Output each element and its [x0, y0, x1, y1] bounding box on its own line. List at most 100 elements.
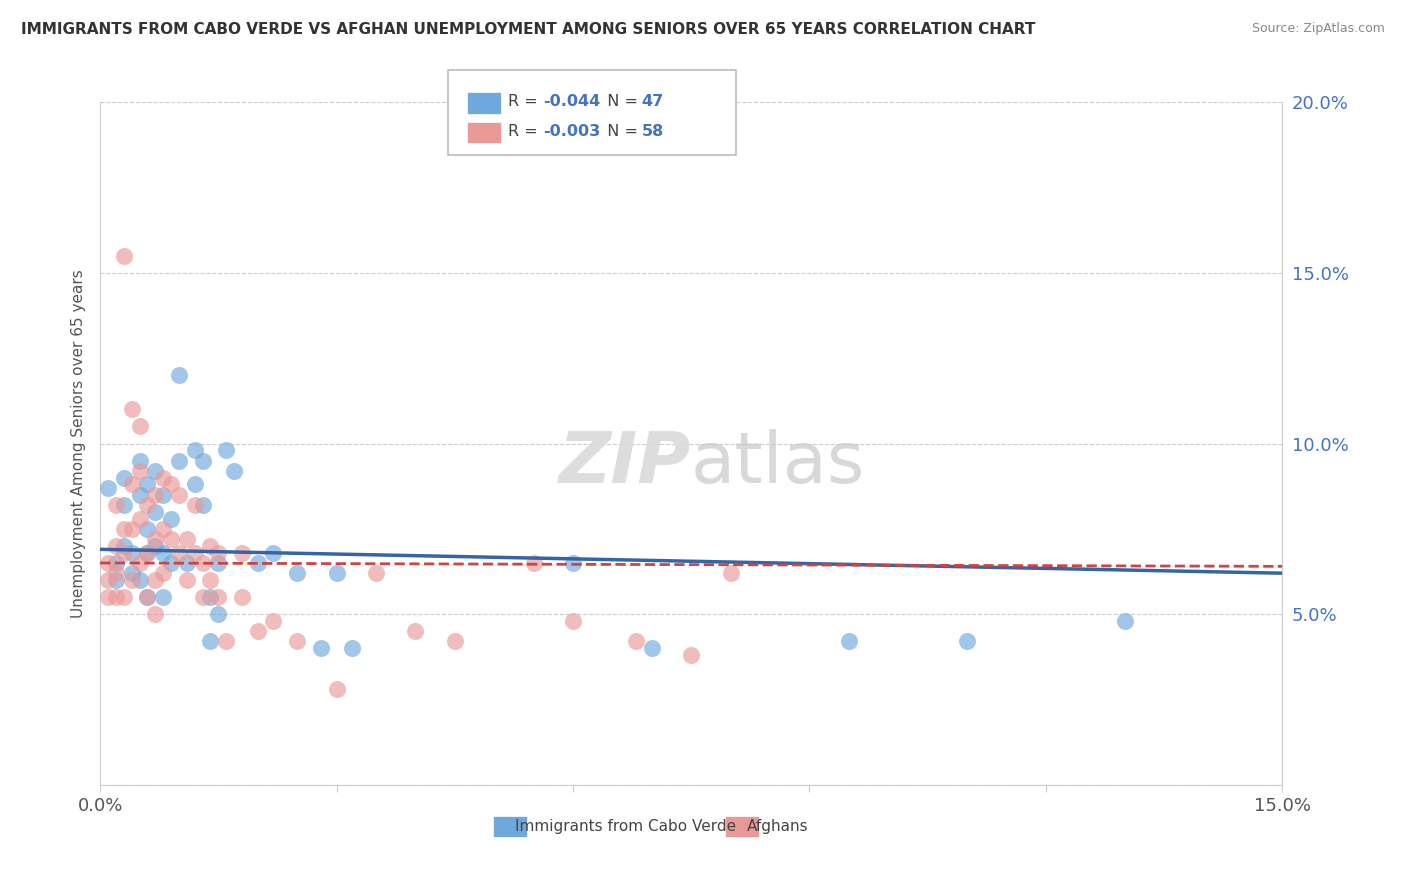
Text: Source: ZipAtlas.com: Source: ZipAtlas.com — [1251, 22, 1385, 36]
Point — [342, 641, 364, 656]
Point — [112, 470, 135, 484]
Point — [121, 402, 143, 417]
Point — [121, 546, 143, 560]
Point — [191, 556, 214, 570]
Point — [207, 590, 229, 604]
Point — [641, 641, 664, 656]
Text: Afghans: Afghans — [748, 819, 808, 834]
Point — [152, 488, 174, 502]
Point — [956, 634, 979, 648]
Point — [112, 249, 135, 263]
Point — [136, 546, 159, 560]
Point — [143, 607, 166, 621]
Point — [104, 556, 127, 570]
Point — [112, 590, 135, 604]
Point — [263, 546, 285, 560]
Point — [285, 566, 308, 581]
Point — [112, 539, 135, 553]
Point — [97, 573, 120, 587]
Point — [681, 648, 703, 662]
Point — [176, 532, 198, 546]
Point — [152, 522, 174, 536]
Point — [285, 634, 308, 648]
Point — [231, 590, 253, 604]
Point — [215, 443, 238, 458]
Point — [200, 634, 222, 648]
Point — [200, 539, 222, 553]
Point — [443, 634, 465, 648]
Text: Immigrants from Cabo Verde: Immigrants from Cabo Verde — [516, 819, 737, 834]
Point — [191, 453, 214, 467]
Point — [522, 556, 544, 570]
Point — [152, 590, 174, 604]
Point — [207, 607, 229, 621]
Point — [207, 546, 229, 560]
Point — [128, 556, 150, 570]
Point — [104, 573, 127, 587]
Point — [183, 477, 205, 491]
Point — [97, 481, 120, 495]
Point — [104, 566, 127, 581]
Point — [160, 532, 183, 546]
Point — [624, 634, 647, 648]
Point — [160, 556, 183, 570]
Point — [309, 641, 332, 656]
Point — [128, 453, 150, 467]
Point — [404, 624, 426, 639]
Point — [720, 566, 742, 581]
Point — [263, 614, 285, 628]
Text: 47: 47 — [641, 95, 664, 110]
Point — [97, 556, 120, 570]
Point — [838, 634, 860, 648]
Point — [222, 464, 245, 478]
Text: IMMIGRANTS FROM CABO VERDE VS AFGHAN UNEMPLOYMENT AMONG SENIORS OVER 65 YEARS CO: IMMIGRANTS FROM CABO VERDE VS AFGHAN UNE… — [21, 22, 1035, 37]
Point — [325, 682, 347, 697]
Point — [121, 566, 143, 581]
Point — [121, 477, 143, 491]
Point — [128, 419, 150, 434]
Text: ZIP: ZIP — [558, 429, 692, 499]
Point — [152, 546, 174, 560]
Point — [191, 498, 214, 512]
Point — [136, 590, 159, 604]
Point — [112, 522, 135, 536]
Point — [152, 470, 174, 484]
Point — [152, 566, 174, 581]
Point — [112, 546, 135, 560]
Point — [143, 539, 166, 553]
Point — [104, 498, 127, 512]
Point — [143, 505, 166, 519]
Point — [325, 566, 347, 581]
Point — [167, 453, 190, 467]
Text: N =: N = — [596, 124, 643, 139]
Text: 58: 58 — [641, 124, 664, 139]
Point — [143, 488, 166, 502]
Y-axis label: Unemployment Among Seniors over 65 years: Unemployment Among Seniors over 65 years — [72, 269, 86, 618]
Text: N =: N = — [596, 95, 643, 110]
Text: R =: R = — [508, 124, 543, 139]
Point — [136, 546, 159, 560]
Point — [215, 634, 238, 648]
Point — [183, 443, 205, 458]
Point — [128, 464, 150, 478]
Point — [167, 546, 190, 560]
Point — [167, 488, 190, 502]
Point — [97, 590, 120, 604]
Point — [167, 368, 190, 383]
Point — [200, 573, 222, 587]
Point — [1114, 614, 1136, 628]
Point — [143, 573, 166, 587]
Point — [160, 511, 183, 525]
Point — [104, 539, 127, 553]
Point — [128, 488, 150, 502]
Point — [183, 498, 205, 512]
Text: atlas: atlas — [692, 429, 866, 499]
Point — [136, 522, 159, 536]
Point — [561, 556, 583, 570]
Text: R =: R = — [508, 95, 543, 110]
Point — [143, 532, 166, 546]
Text: -0.044: -0.044 — [543, 95, 600, 110]
Point — [246, 556, 269, 570]
Point — [176, 556, 198, 570]
Point — [112, 498, 135, 512]
